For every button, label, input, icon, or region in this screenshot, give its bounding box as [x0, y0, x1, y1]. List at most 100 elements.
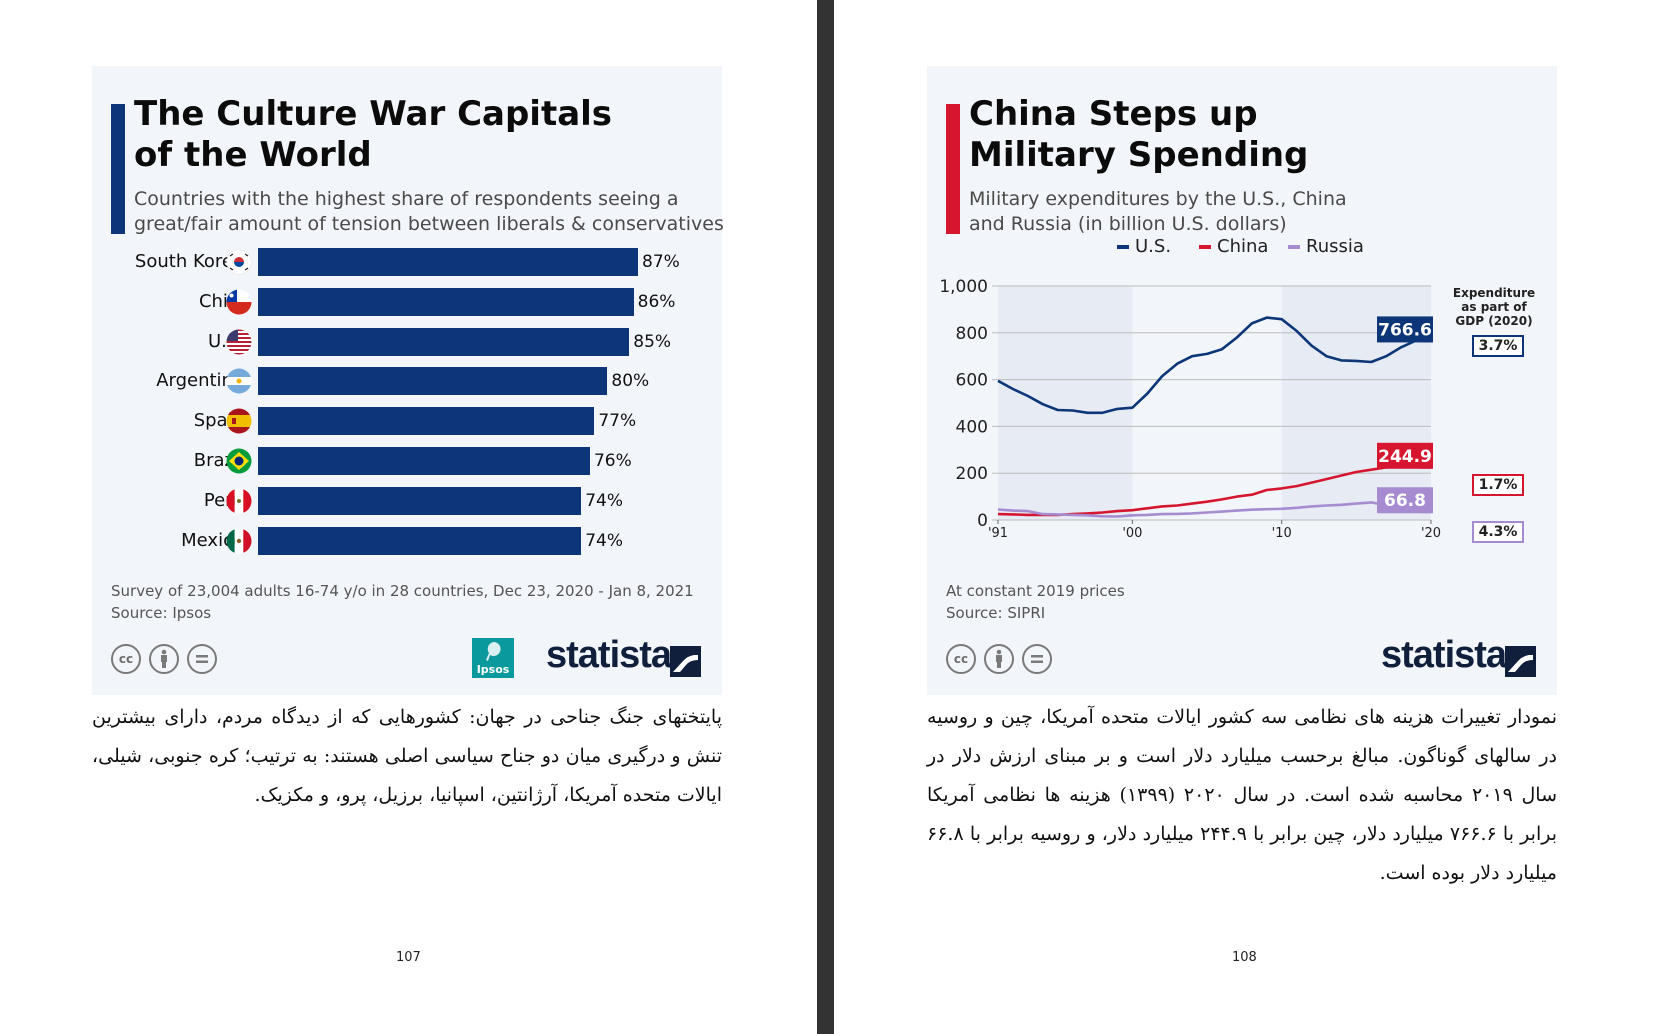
south-korea-flag-icon [226, 249, 252, 275]
bar-value-label: 74% [585, 530, 623, 551]
bar [258, 287, 634, 316]
chart-title-line1: China Steps up [969, 94, 1258, 134]
bar-category-label: Argentina [156, 370, 244, 392]
bar [258, 367, 608, 396]
no-derivatives-icon[interactable] [1022, 644, 1052, 674]
end-label-box-russia [1377, 487, 1433, 514]
argentina-flag-icon [226, 368, 252, 394]
chart-title-line1: The Culture War Capitals [134, 94, 613, 134]
chart-subtitle-line1: Military expenditures by the U.S., China [969, 188, 1347, 210]
culture-war-infographic: The Culture War Capitals of the World Cou… [92, 66, 724, 695]
bar-row-peru: Peru 74% [92, 481, 722, 521]
page-number: 108 [1232, 950, 1257, 965]
no-derivatives-icon[interactable] [187, 644, 217, 674]
y-tick-label: 600 [956, 371, 988, 391]
attribution-icon[interactable] [984, 644, 1014, 674]
bar-row-brazil: Brazil 76% [92, 441, 722, 481]
prices-note: At constant 2019 prices [946, 582, 1125, 600]
brazil-flag-icon [226, 448, 252, 474]
chart-title: The Culture War Capitals of the World [134, 94, 612, 176]
end-label-pointer-u-s [1419, 338, 1432, 343]
bar-value-label: 86% [637, 291, 676, 312]
bar-value-label: 74% [585, 490, 623, 511]
shaded-period-band [998, 286, 1133, 520]
gdp-share-china: 1.7% [1472, 474, 1524, 496]
chart-subtitle: Military expenditures by the U.S., China… [969, 187, 1347, 237]
legend-label-us: U.S. [1135, 236, 1172, 257]
us-flag-icon [226, 329, 252, 355]
y-tick-label: 1,000 [939, 277, 988, 297]
series-line-russia [997, 501, 1432, 518]
y-tick-label: 200 [956, 464, 988, 484]
bar-value-label: 80% [611, 371, 650, 392]
legend-item-china: China [1199, 236, 1268, 257]
gdp-share-us: 3.7% [1472, 335, 1524, 357]
attribution-icon[interactable] [149, 644, 179, 674]
gdp-share-header: Expenditure as part of GDP (2020) [1451, 286, 1537, 328]
bar-value-label: 77% [598, 411, 637, 432]
statista-logo: statista [546, 634, 672, 676]
x-tick-label: '00 [1122, 526, 1142, 541]
title-accent-bar [946, 104, 960, 234]
legend-swatch-us [1117, 245, 1129, 249]
bar-row-mexico: Mexico 74% [92, 521, 722, 561]
chart-title-line2: of the World [134, 135, 372, 175]
gdp-header-line2: as part of [1461, 300, 1527, 314]
mexico-flag-icon [226, 528, 252, 554]
bar-row-u-s: U.S. 85% [92, 322, 722, 362]
left-page: The Culture War Capitals of the World Cou… [0, 0, 817, 1034]
bar-category-label: South Korea [134, 251, 244, 272]
bar-row-spain: Spain 77% [92, 401, 722, 441]
bar [258, 327, 630, 356]
bar [258, 447, 590, 475]
y-tick-label: 0 [977, 511, 988, 531]
creative-commons-icon[interactable]: cc [946, 644, 976, 674]
legend-swatch-russia [1288, 245, 1300, 249]
chart-subtitle-line2: great/fair amount of tension between lib… [134, 213, 724, 235]
chart-subtitle-line1: Countries with the highest share of resp… [134, 188, 679, 210]
chart-subtitle-line2: and Russia (in billion U.S. dollars) [969, 213, 1287, 235]
chart-subtitle: Countries with the highest share of resp… [134, 187, 724, 237]
legend-label-russia: Russia [1306, 236, 1364, 257]
bar-value-label: 76% [593, 451, 632, 471]
chart-title-line2: Military Spending [969, 135, 1309, 175]
legend-label-china: China [1217, 236, 1269, 257]
end-label-box-china [1377, 442, 1433, 469]
x-tick-label: '91 [988, 526, 1008, 541]
end-label-pointer-china [1419, 460, 1432, 469]
bar-row-argentina: Argentina 80% [92, 361, 722, 401]
legend-item-us: U.S. [1117, 236, 1171, 257]
title-accent-bar [111, 104, 125, 234]
peru-flag-icon [226, 488, 252, 514]
source-note: Source: Ipsos [111, 604, 212, 622]
creative-commons-icon[interactable]: cc [111, 644, 141, 674]
bar-row-chile: Chile 86% [92, 282, 722, 322]
y-tick-label: 400 [956, 417, 988, 437]
legend-swatch-china [1199, 245, 1211, 249]
end-label-china: 244.9 [1378, 447, 1432, 467]
gdp-header-line1: Expenditure [1452, 286, 1536, 300]
spain-flag-icon [226, 408, 252, 434]
statista-logo-mark [1505, 646, 1536, 677]
series-line-u-s [997, 316, 1431, 415]
source-note: Source: SIPRI [946, 604, 1046, 622]
persian-caption: نمودار تغییرات هزینه های نظامی سه کشور ا… [927, 706, 1558, 884]
persian-caption: پایتختهای جنگ جناحی در جهان: کشورهایی که… [92, 706, 722, 806]
x-tick-label: '20 [1421, 526, 1441, 541]
gdp-header-line3: GDP (2020) [1455, 314, 1533, 328]
survey-note: Survey of 23,004 adults 16-74 y/o in 28 … [111, 582, 694, 600]
gdp-share-russia: 4.3% [1472, 521, 1524, 543]
bar-value-label: 85% [633, 331, 672, 352]
end-label-box-u-s [1377, 316, 1433, 343]
ipsos-logo-text: Ipsos [476, 663, 510, 676]
y-tick-label: 800 [956, 324, 988, 344]
right-page: China Steps up Military Spending Military… [834, 0, 1655, 1034]
bar [258, 526, 582, 555]
bar [258, 407, 595, 436]
chart-title: China Steps up Military Spending [969, 94, 1308, 176]
end-label-pointer-russia [1419, 502, 1432, 514]
end-label-russia: 66.8 [1384, 491, 1426, 511]
end-label-u-s: 766.6 [1378, 320, 1432, 340]
statista-logo: statista [1381, 634, 1507, 676]
military-spending-infographic: China Steps up Military Spending Military… [927, 66, 1557, 695]
